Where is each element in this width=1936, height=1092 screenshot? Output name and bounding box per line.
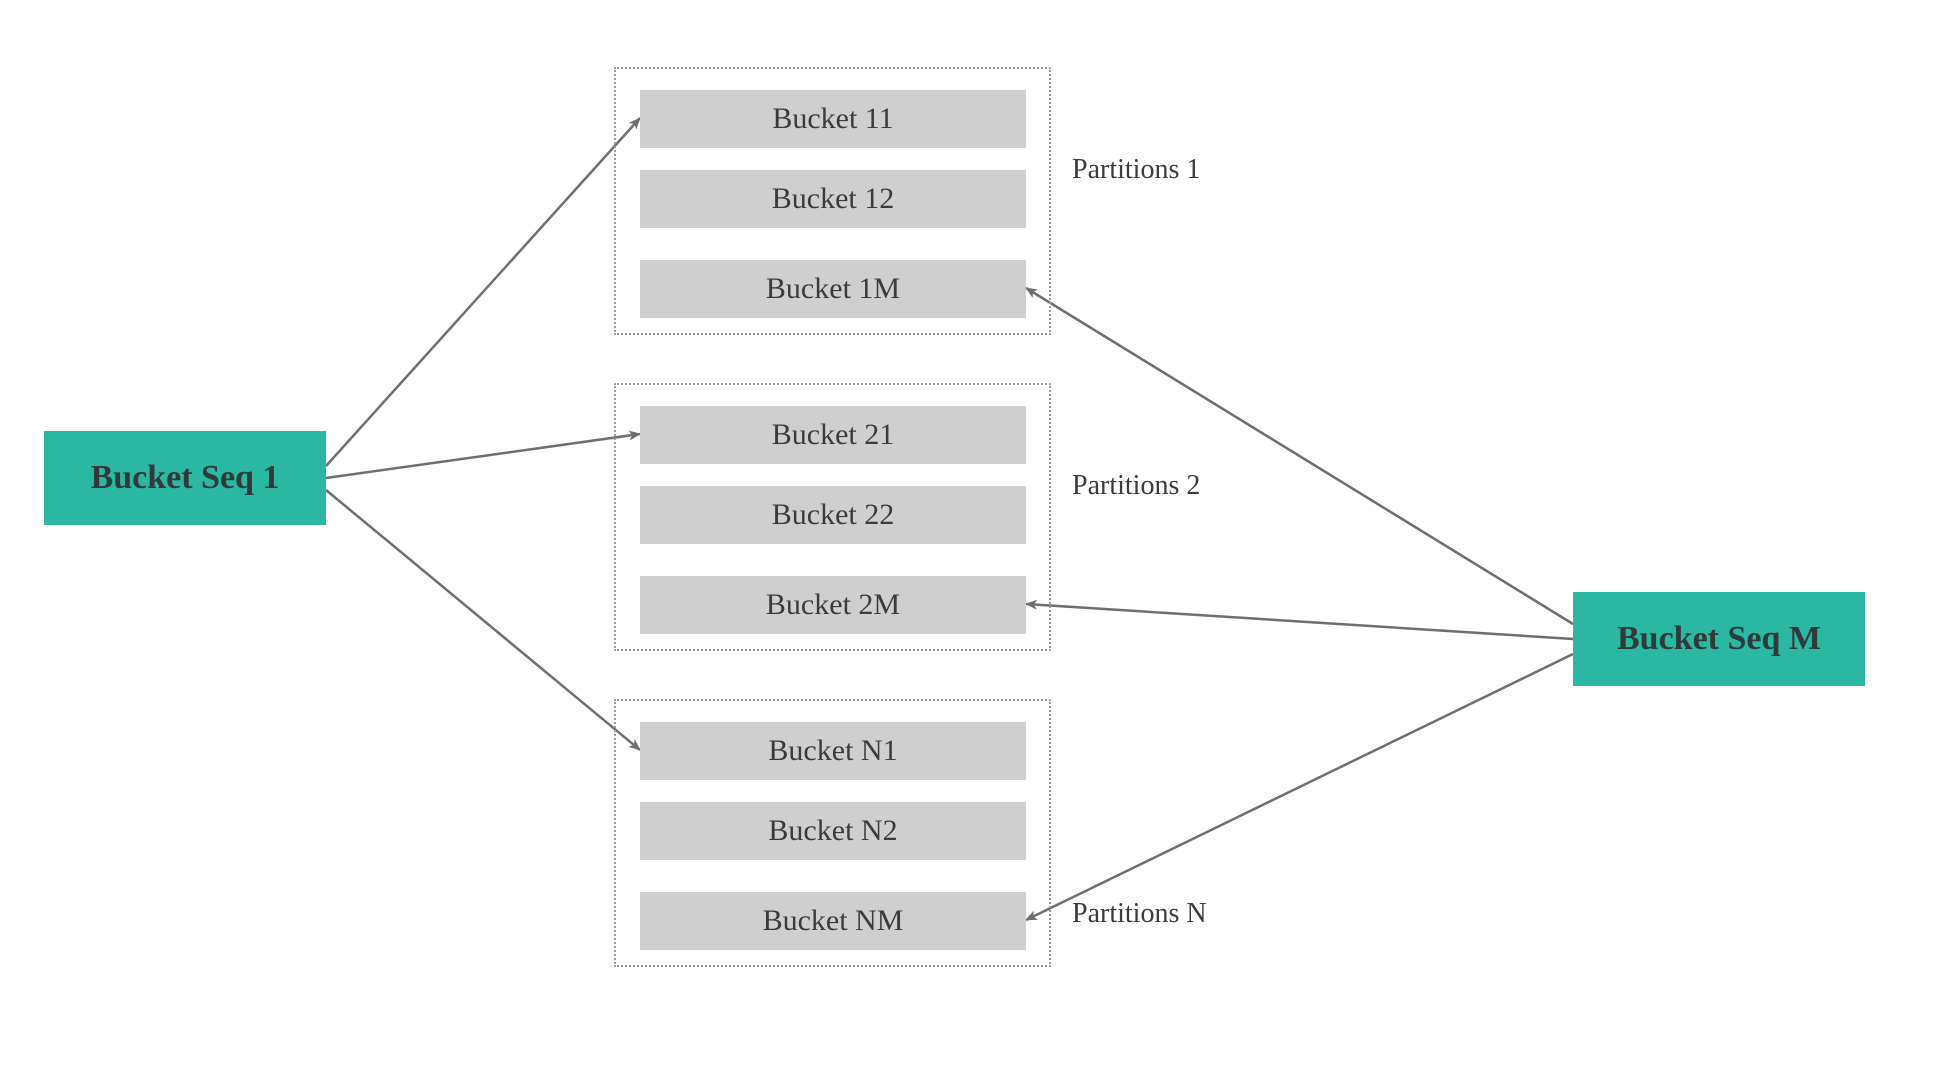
partition-label-p1: Partitions 1 (1072, 154, 1200, 186)
bucket-bnm: Bucket NM (640, 892, 1026, 950)
edge-e-sm-b2m (1026, 604, 1573, 639)
bucket-b11: Bucket 11 (640, 90, 1026, 148)
edge-e-s1-b21 (326, 434, 640, 478)
edge-e-s1-b11 (326, 118, 640, 466)
bucket-b2m: Bucket 2M (640, 576, 1026, 634)
bucket-bn1: Bucket N1 (640, 722, 1026, 780)
bucket-b21: Bucket 21 (640, 406, 1026, 464)
bucket-b1m: Bucket 1M (640, 260, 1026, 318)
edge-e-sm-b1m (1026, 288, 1573, 624)
bucket-b22: Bucket 22 (640, 486, 1026, 544)
edge-e-sm-bnm (1026, 654, 1573, 920)
diagram-canvas: Bucket Seq 1 Bucket Seq M Bucket 11 Bucket … (0, 0, 1936, 1092)
edge-e-s1-bn1 (326, 490, 640, 750)
bucket-bn2: Bucket N2 (640, 802, 1026, 860)
partition-label-pn: Partitions N (1072, 898, 1207, 930)
seq-m: Bucket Seq M (1573, 592, 1865, 686)
partition-label-p2: Partitions 2 (1072, 470, 1200, 502)
seq-1: Bucket Seq 1 (44, 431, 326, 525)
bucket-b12: Bucket 12 (640, 170, 1026, 228)
